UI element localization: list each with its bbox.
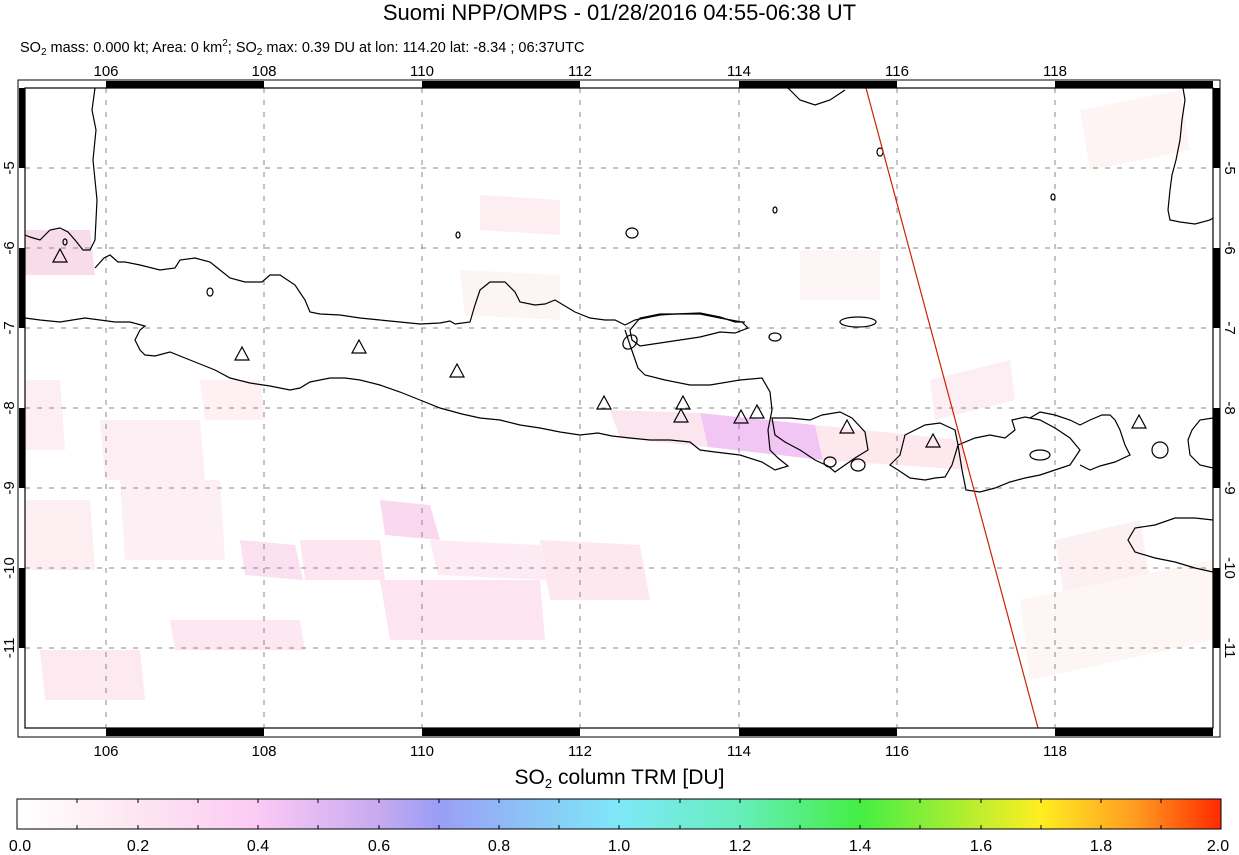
colorbar-ticks: [76, 799, 1162, 829]
colorbar-title: SO2 column TRM [DU]: [0, 766, 1239, 791]
max-value-text: max: 0.39 DU at lon: 114.20 lat: -8.34 ;…: [262, 40, 585, 56]
lon-tick-label: 114: [727, 63, 751, 80]
triangle-icon: [233, 345, 251, 361]
lon-tick-label: 116: [885, 743, 909, 760]
triangle-icon: [924, 432, 942, 448]
triangle-icon: [350, 338, 368, 354]
lat-tick-label: -9: [1221, 481, 1238, 494]
lon-tick-label: 116: [885, 63, 909, 80]
colorbar-tick-label: 0.4: [247, 838, 269, 855]
colorbar-unit-text: column TRM [DU]: [552, 766, 725, 789]
lat-tick-label: -5: [1, 161, 18, 174]
lon-tick-label: 112: [568, 63, 592, 80]
lat-labels-right: -5 -6 -7 -8 -9 -10 -11: [1221, 161, 1238, 658]
triangle-icon: [448, 362, 466, 378]
lat-tick-label: -11: [1, 638, 18, 659]
triangle-icon: [732, 408, 750, 424]
lon-tick-label: 112: [568, 743, 592, 760]
colorbar-tick-label: 1.6: [970, 838, 992, 855]
colorbar-tick-label: 2.0: [1207, 838, 1229, 855]
subscript: 2: [40, 47, 47, 58]
triangle-icon: [674, 394, 692, 410]
orbit-track-line: [865, 87, 1039, 729]
lon-tick-label: 110: [410, 743, 434, 760]
triangle-icon: [595, 394, 613, 410]
so2-pixels: [25, 90, 1213, 700]
colorbar-tick-label: 0.2: [127, 838, 149, 855]
lat-tick-label: -6: [1221, 241, 1238, 254]
lon-tick-label: 108: [251, 743, 276, 760]
lon-labels-top: 106 108 110 112 114 116 118: [93, 63, 1066, 80]
colorbar-tick-label: 1.0: [608, 838, 630, 855]
triangle-icon: [838, 418, 856, 434]
lon-tick-label: 106: [93, 743, 118, 760]
subscript: 2: [256, 47, 263, 58]
map-frame: [17, 79, 1221, 738]
colorbar-tick-label: 1.8: [1090, 838, 1112, 855]
lat-labels-left: -5 -6 -7 -8 -9 -10 -11: [1, 161, 18, 658]
colorbar-labels: 0.0 0.2 0.4 0.6 0.8 1.0 1.2 1.4 1.6 1.8 …: [9, 838, 1229, 855]
triangle-icon: [1130, 413, 1148, 429]
lon-tick-label: 114: [727, 743, 751, 760]
lat-tick-label: -7: [1221, 321, 1238, 334]
superscript: 2: [222, 38, 228, 49]
lat-tick-label: -11: [1221, 638, 1238, 659]
lat-tick-label: -9: [1, 481, 18, 494]
so2-label: ; SO: [227, 40, 257, 56]
colorbar: 0.0 0.2 0.4 0.6 0.8 1.0 1.2 1.4 1.6 1.8 …: [9, 798, 1229, 855]
map-title: Suomi NPP/OMPS - 01/28/2016 04:55-06:38 …: [382, 0, 857, 25]
lon-tick-label: 106: [93, 63, 118, 80]
subscript: 2: [544, 776, 553, 791]
lon-tick-label: 118: [1043, 743, 1067, 760]
so2-summary: SO2 mass: 0.000 kt; Area: 0 km2; SO2 max…: [20, 35, 584, 62]
triangle-icon: [51, 247, 69, 263]
lat-tick-label: -10: [1, 557, 18, 579]
colorbar-tick-label: 1.4: [849, 838, 871, 855]
so2-label: SO: [514, 766, 545, 789]
lat-tick-label: -8: [1, 401, 18, 414]
lon-tick-label: 110: [410, 63, 434, 80]
lon-tick-label: 118: [1043, 63, 1067, 80]
volcano-markers: [51, 247, 1148, 448]
lat-tick-label: -8: [1221, 401, 1238, 414]
triangle-icon: [748, 403, 766, 419]
lat-tick-label: -7: [1, 321, 18, 334]
lat-tick-label: -10: [1221, 557, 1238, 579]
colorbar-tick-label: 1.2: [729, 838, 751, 855]
lat-tick-label: -6: [1, 241, 18, 254]
lat-tick-label: -5: [1221, 161, 1238, 174]
mass-area-text: mass: 0.000 kt; Area: 0 km: [46, 40, 223, 56]
colorbar-tick-label: 0.0: [9, 838, 31, 855]
colorbar-tick-label: 0.8: [488, 838, 510, 855]
lon-tick-label: 108: [251, 63, 276, 80]
colorbar-tick-label: 0.6: [368, 838, 390, 855]
triangle-icon: [672, 407, 690, 423]
coastlines: [25, 88, 1213, 573]
so2-label: SO: [20, 40, 41, 56]
lon-labels-bottom: 106 108 110 112 114 116 118: [93, 743, 1066, 760]
